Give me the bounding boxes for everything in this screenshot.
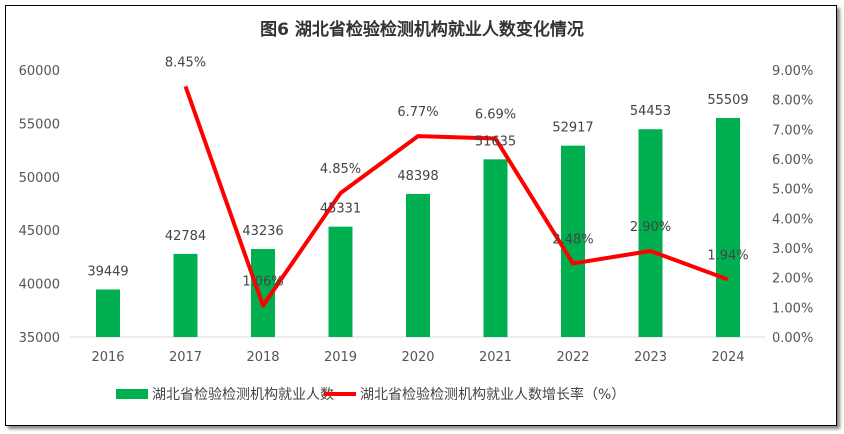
- y-left-tick: 40000: [19, 278, 60, 293]
- x-tick: 2021: [479, 350, 512, 365]
- x-tick: 2020: [401, 350, 434, 365]
- bar: [406, 193, 430, 337]
- y-right-tick: 6.00%: [772, 153, 813, 168]
- y-right-tick: 4.00%: [772, 212, 813, 227]
- line-data-label: 4.85%: [320, 162, 361, 177]
- x-tick: 2022: [556, 350, 589, 365]
- legend: 湖北省检验检测机构就业人数 湖北省检验检测机构就业人数增长率（%）: [116, 386, 625, 403]
- y-right-tick: 8.00%: [772, 94, 813, 109]
- legend-swatch-bar: [116, 389, 148, 399]
- y-left-tick: 60000: [19, 64, 60, 79]
- y-right-tick: 0.00%: [772, 331, 813, 346]
- bar: [96, 289, 120, 337]
- line-data-label: 1.94%: [707, 248, 748, 263]
- x-tick: 2023: [634, 350, 667, 365]
- bar: [173, 253, 198, 337]
- line-data-label: 6.77%: [397, 105, 438, 120]
- line-data-label: 2.90%: [630, 220, 671, 235]
- bar-data-label: 42784: [165, 229, 206, 244]
- y-right-tick: 3.00%: [772, 242, 813, 257]
- bar: [716, 117, 740, 337]
- bar-data-label: 43236: [242, 224, 283, 239]
- line-data-label: 2.48%: [552, 232, 593, 247]
- bar: [328, 226, 353, 337]
- y-left-tick: 50000: [19, 171, 60, 186]
- bar: [483, 159, 508, 337]
- bar: [638, 129, 663, 337]
- y-right-tick: 5.00%: [772, 183, 813, 198]
- bar-data-label: 51635: [475, 134, 516, 149]
- bar-data-label: 55509: [707, 93, 748, 108]
- bar-data-label: 54453: [630, 104, 671, 119]
- bar-data-label: 45331: [320, 202, 361, 217]
- legend-label-bar: 湖北省检验检测机构就业人数: [152, 387, 334, 403]
- bar: [561, 145, 585, 337]
- y-right-tick: 9.00%: [772, 64, 813, 79]
- y-left-tick: 45000: [19, 224, 60, 239]
- growth-line: [183, 85, 729, 308]
- x-tick: 2018: [246, 350, 279, 365]
- x-tick: 2017: [169, 350, 202, 365]
- x-tick: 2019: [324, 350, 357, 365]
- x-tick: 2016: [91, 350, 124, 365]
- y-right-tick: 1.00%: [772, 301, 813, 316]
- bar-data-label: 52917: [552, 121, 593, 136]
- y-left-tick: 55000: [19, 117, 60, 132]
- bar-data-label: 48398: [397, 169, 438, 184]
- line-data-label: 8.45%: [165, 55, 206, 70]
- y-right-tick: 7.00%: [772, 123, 813, 138]
- y-right-tick: 2.00%: [772, 272, 813, 287]
- chart-title: 图6 湖北省检验检测机构就业人数变化情况: [260, 19, 584, 40]
- line-data-label: 6.69%: [475, 108, 516, 123]
- line-data-label: 1.06%: [242, 275, 283, 290]
- legend-label-line: 湖北省检验检测机构就业人数增长率（%）: [360, 386, 625, 403]
- x-tick: 2024: [711, 350, 744, 365]
- bar-data-label: 39449: [87, 264, 128, 279]
- y-left-tick: 35000: [19, 331, 60, 346]
